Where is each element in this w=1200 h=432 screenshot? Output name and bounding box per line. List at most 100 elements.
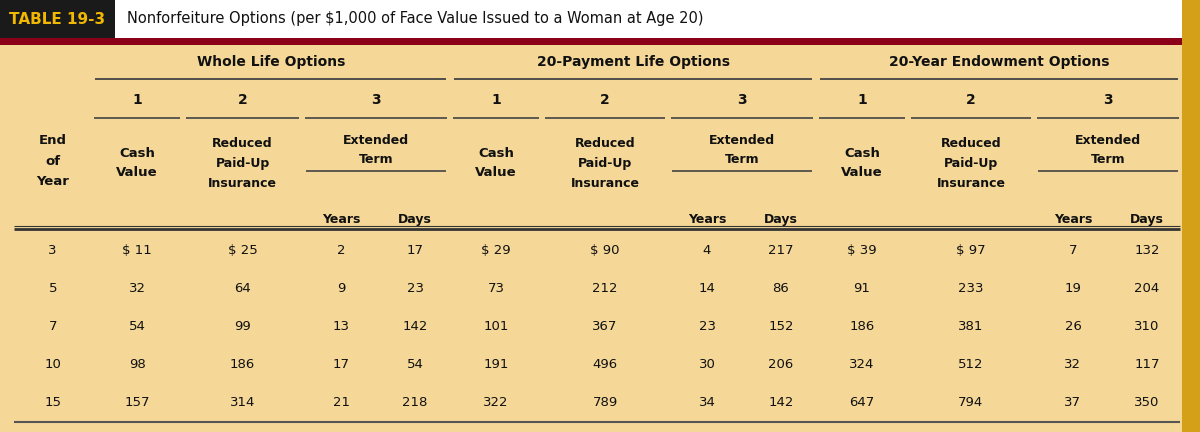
- Text: $ 29: $ 29: [481, 244, 511, 257]
- Text: Insurance: Insurance: [936, 177, 1006, 190]
- Text: TABLE 19-3: TABLE 19-3: [10, 12, 106, 26]
- Text: 212: 212: [593, 282, 618, 295]
- Text: Year: Year: [36, 175, 70, 187]
- Text: Term: Term: [1091, 152, 1126, 165]
- Text: 101: 101: [484, 320, 509, 333]
- Text: 20-Year Endowment Options: 20-Year Endowment Options: [889, 55, 1109, 69]
- Text: 381: 381: [959, 320, 984, 333]
- Text: 186: 186: [850, 320, 875, 333]
- Text: Years: Years: [322, 213, 360, 226]
- Text: 64: 64: [234, 282, 251, 295]
- Text: 19: 19: [1064, 282, 1081, 295]
- Text: 647: 647: [850, 396, 875, 409]
- Text: Nonforfeiture Options (per $1,000 of Face Value Issued to a Woman at Age 20): Nonforfeiture Options (per $1,000 of Fac…: [127, 12, 703, 26]
- Text: Reduced: Reduced: [941, 137, 1001, 149]
- Text: Insurance: Insurance: [570, 177, 640, 190]
- Text: 350: 350: [1134, 396, 1159, 409]
- Text: 496: 496: [593, 358, 618, 371]
- Text: Insurance: Insurance: [208, 177, 277, 190]
- Text: 20-Payment Life Options: 20-Payment Life Options: [536, 55, 730, 69]
- Text: Days: Days: [1130, 213, 1164, 226]
- Text: 204: 204: [1134, 282, 1159, 295]
- Bar: [0, 45, 1182, 432]
- Text: Value: Value: [475, 166, 517, 180]
- Text: Value: Value: [116, 166, 158, 180]
- Text: of: of: [46, 155, 60, 168]
- Text: 132: 132: [1134, 244, 1159, 257]
- Text: 324: 324: [850, 358, 875, 371]
- Text: 34: 34: [698, 396, 715, 409]
- Text: 26: 26: [1064, 320, 1081, 333]
- Bar: [0, 38, 1200, 45]
- Text: Extended: Extended: [343, 134, 409, 147]
- Text: 4: 4: [703, 244, 712, 257]
- Text: 7: 7: [48, 320, 56, 333]
- Bar: [0, 0, 1200, 38]
- Text: 512: 512: [958, 358, 984, 371]
- Text: Term: Term: [359, 152, 394, 165]
- Text: Paid-Up: Paid-Up: [216, 156, 270, 169]
- Text: 310: 310: [1134, 320, 1159, 333]
- Text: Paid-Up: Paid-Up: [943, 156, 998, 169]
- Text: 30: 30: [698, 358, 715, 371]
- Text: 367: 367: [593, 320, 618, 333]
- Text: 32: 32: [128, 282, 145, 295]
- Text: 54: 54: [128, 320, 145, 333]
- Text: 14: 14: [698, 282, 715, 295]
- Text: $ 25: $ 25: [228, 244, 258, 257]
- Text: 73: 73: [487, 282, 504, 295]
- Text: 7: 7: [1069, 244, 1078, 257]
- Text: Cash: Cash: [119, 146, 155, 159]
- Text: 794: 794: [959, 396, 984, 409]
- Text: 10: 10: [44, 358, 61, 371]
- Text: 86: 86: [773, 282, 790, 295]
- Text: 3: 3: [738, 93, 748, 107]
- Text: 314: 314: [230, 396, 256, 409]
- Text: Reduced: Reduced: [212, 137, 272, 149]
- Text: Extended: Extended: [709, 134, 775, 147]
- Text: 789: 789: [593, 396, 618, 409]
- Text: 2: 2: [238, 93, 247, 107]
- Text: 117: 117: [1134, 358, 1159, 371]
- Text: 3: 3: [1103, 93, 1112, 107]
- Text: Days: Days: [398, 213, 432, 226]
- Text: 218: 218: [402, 396, 427, 409]
- Text: 1: 1: [491, 93, 500, 107]
- Bar: [0, 0, 115, 38]
- Text: 17: 17: [332, 358, 349, 371]
- Text: 98: 98: [128, 358, 145, 371]
- Text: Value: Value: [841, 166, 883, 180]
- Text: Years: Years: [688, 213, 726, 226]
- Text: Years: Years: [1054, 213, 1092, 226]
- Text: 233: 233: [958, 282, 984, 295]
- Text: 206: 206: [768, 358, 793, 371]
- Text: Reduced: Reduced: [575, 137, 635, 149]
- Text: 21: 21: [332, 396, 349, 409]
- Text: 142: 142: [768, 396, 793, 409]
- Text: 1: 1: [132, 93, 142, 107]
- Text: 322: 322: [484, 396, 509, 409]
- Text: Extended: Extended: [1075, 134, 1141, 147]
- Text: 2: 2: [600, 93, 610, 107]
- Text: 99: 99: [234, 320, 251, 333]
- Text: $ 39: $ 39: [847, 244, 877, 257]
- Text: 54: 54: [407, 358, 424, 371]
- Text: Cash: Cash: [844, 146, 880, 159]
- Text: Term: Term: [725, 152, 760, 165]
- Text: 3: 3: [48, 244, 56, 257]
- Text: 3: 3: [372, 93, 382, 107]
- Text: Paid-Up: Paid-Up: [578, 156, 632, 169]
- Text: 37: 37: [1064, 396, 1081, 409]
- Text: 1: 1: [857, 93, 866, 107]
- Text: Days: Days: [764, 213, 798, 226]
- Text: 5: 5: [48, 282, 56, 295]
- Text: 142: 142: [402, 320, 427, 333]
- Text: Cash: Cash: [478, 146, 514, 159]
- Text: $ 11: $ 11: [122, 244, 152, 257]
- Bar: [1182, 0, 1200, 432]
- Text: 23: 23: [698, 320, 715, 333]
- Text: 13: 13: [332, 320, 349, 333]
- Text: 186: 186: [230, 358, 256, 371]
- Text: 9: 9: [337, 282, 346, 295]
- Text: 23: 23: [407, 282, 424, 295]
